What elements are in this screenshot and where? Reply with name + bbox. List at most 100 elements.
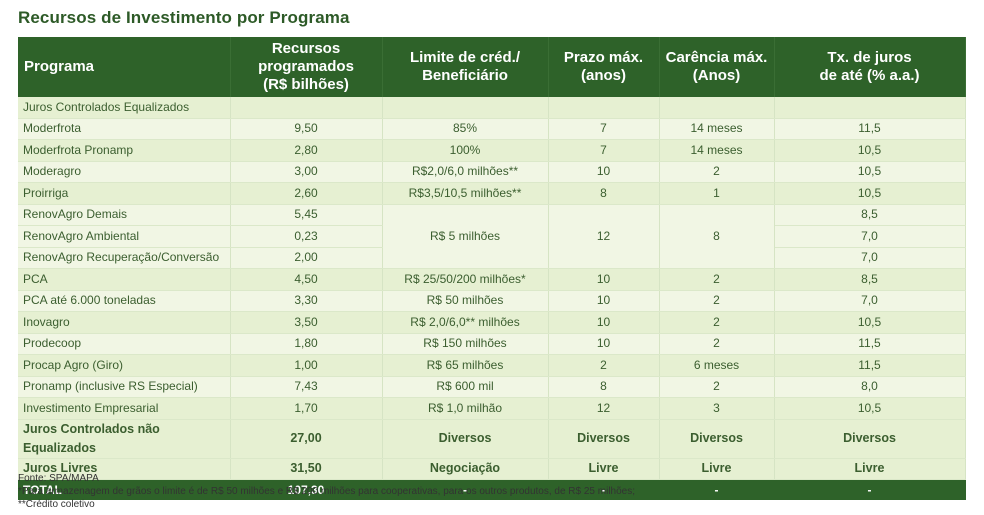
header-recursos-l1: Recursos <box>271 40 341 57</box>
cell-prazo: 8 <box>548 182 660 205</box>
cell-prazo: Diversos <box>548 419 660 459</box>
cell-limite: 100% <box>382 139 549 162</box>
cell-recursos: 7,43 <box>230 376 383 398</box>
cell-programa: Juros Controlados não Equalizados <box>18 419 231 459</box>
cell-juros: 8,5 <box>774 268 966 291</box>
cell-prazo: 10 <box>548 290 660 312</box>
cell-programa: Moderagro <box>18 161 231 183</box>
cell-recursos: 2,60 <box>230 182 383 205</box>
table-row: RenovAgro Ambiental 0,23 7,0 <box>18 225 966 248</box>
cell-carencia: 14 meses <box>659 139 775 162</box>
cell-programa: Procap Agro (Giro) <box>18 354 231 377</box>
table-row: Pronamp (inclusive RS Especial) 7,43 R$ … <box>18 376 966 398</box>
cell-programa: Inovagro <box>18 311 231 334</box>
header-programa-label: Programa <box>24 58 95 75</box>
cell-recursos: 31,50 <box>230 458 383 480</box>
cell-prazo-merged: 12 <box>548 204 660 269</box>
total-label: TOTAL <box>18 479 231 500</box>
cell-carencia: Diversos <box>659 419 775 459</box>
cell-recursos: 1,70 <box>230 397 383 420</box>
cell-programa: Investimento Empresarial <box>18 397 231 420</box>
header-programa: Programa <box>18 37 231 97</box>
cell-prazo <box>548 97 660 119</box>
cell-juros: 7,0 <box>774 225 966 248</box>
cell-programa: Moderfrota <box>18 118 231 140</box>
cell-recursos <box>230 97 383 119</box>
table-row: Prodecoop 1,80 R$ 150 milhões 10 2 11,5 <box>18 333 966 355</box>
table-row: Moderagro 3,00 R$2,0/6,0 milhões** 10 2 … <box>18 161 966 183</box>
table-row: Juros Controlados não Equalizados 27,00 … <box>18 419 966 459</box>
cell-recursos: 3,30 <box>230 290 383 312</box>
cell-juros: Livre <box>774 458 966 480</box>
cell-prazo: 8 <box>548 376 660 398</box>
table-row: PCA até 6.000 toneladas 3,30 R$ 50 milhõ… <box>18 290 966 312</box>
cell-juros: 8,5 <box>774 204 966 226</box>
cell-juros: 7,0 <box>774 290 966 312</box>
cell-programa: Moderfrota Pronamp <box>18 139 231 162</box>
cell-prazo: 7 <box>548 139 660 162</box>
total-limite: - <box>382 479 549 500</box>
cell-carencia: Livre <box>659 458 775 480</box>
cell-limite: R$ 150 milhões <box>382 333 549 355</box>
table-header-row: Programa Recursos programados (R$ bilhões)… <box>18 37 966 97</box>
table-row: Moderfrota 9,50 85% 7 14 meses 11,5 <box>18 118 966 140</box>
cell-recursos: 3,50 <box>230 311 383 334</box>
cell-limite: Negociação <box>382 458 549 480</box>
header-limite-l2: Beneficiário <box>422 67 508 84</box>
cell-juros <box>774 97 966 119</box>
total-carencia: - <box>659 479 775 500</box>
cell-juros: 10,5 <box>774 182 966 205</box>
header-prazo-l1: Prazo máx. <box>563 49 644 66</box>
cell-carencia-merged: 8 <box>659 204 775 269</box>
cell-recursos: 9,50 <box>230 118 383 140</box>
cell-programa: Juros Livres <box>18 458 231 480</box>
cell-juros: 10,5 <box>774 139 966 162</box>
table-row: Juros Livres 31,50 Negociação Livre Livr… <box>18 458 966 480</box>
header-recursos-l2: programados <box>258 58 354 75</box>
header-juros-l1: Tx. de juros <box>827 49 912 66</box>
cell-prazo: 10 <box>548 268 660 291</box>
table-row: Procap Agro (Giro) 1,00 R$ 65 milhões 2 … <box>18 354 966 377</box>
total-juros: - <box>774 479 966 500</box>
cell-prazo: 10 <box>548 311 660 334</box>
total-prazo: - <box>548 479 660 500</box>
table-row: Juros Controlados Equalizados <box>18 97 966 119</box>
table-row: RenovAgro Recuperação/Conversão 2,00 7,0 <box>18 247 966 269</box>
cell-limite: R$ 1,0 milhão <box>382 397 549 420</box>
cell-prazo: 10 <box>548 161 660 183</box>
cell-carencia: 2 <box>659 333 775 355</box>
table-row: Investimento Empresarial 1,70 R$ 1,0 mil… <box>18 397 966 420</box>
cell-juros: 10,5 <box>774 311 966 334</box>
cell-programa: RenovAgro Recuperação/Conversão <box>18 247 231 269</box>
cell-limite: R$ 65 milhões <box>382 354 549 377</box>
cell-carencia: 1 <box>659 182 775 205</box>
cell-recursos: 5,45 <box>230 204 383 226</box>
cell-limite: R$3,5/10,5 milhões** <box>382 182 549 205</box>
header-carencia: Carência máx. (Anos) <box>659 37 775 97</box>
cell-carencia: 2 <box>659 376 775 398</box>
footnotes: Fonte: SPA/MAPA *Para armazenagem de grã… <box>18 472 635 511</box>
table-row: RenovAgro Demais 5,45 R$ 5 milhões 12 8 … <box>18 204 966 269</box>
cell-carencia <box>659 97 775 119</box>
cell-prazo: 10 <box>548 333 660 355</box>
cell-juros: 11,5 <box>774 333 966 355</box>
cell-prazo: 2 <box>548 354 660 377</box>
source-note: Fonte: SPA/MAPA <box>18 473 99 484</box>
cell-prazo: 7 <box>548 118 660 140</box>
cell-carencia: 14 meses <box>659 118 775 140</box>
cell-juros: Diversos <box>774 419 966 459</box>
cell-programa: Proirriga <box>18 182 231 205</box>
cell-recursos: 4,50 <box>230 268 383 291</box>
cell-limite: R$2,0/6,0 milhões** <box>382 161 549 183</box>
table-row: Proirriga 2,60 R$3,5/10,5 milhões** 8 1 … <box>18 182 966 205</box>
page-title: Recursos de Investimento por Programa <box>18 8 350 27</box>
cell-prazo: Livre <box>548 458 660 480</box>
header-limite: Limite de créd./Beneficiário <box>382 37 549 97</box>
cell-programa: Juros Controlados Equalizados <box>18 97 231 119</box>
cell-juros: 10,5 <box>774 161 966 183</box>
table-row: Moderfrota Pronamp 2,80 100% 7 14 meses … <box>18 139 966 162</box>
cell-carencia: 2 <box>659 290 775 312</box>
cell-recursos: 1,80 <box>230 333 383 355</box>
cell-recursos: 0,23 <box>230 225 383 248</box>
header-carencia-l2: (Anos) <box>692 67 741 84</box>
